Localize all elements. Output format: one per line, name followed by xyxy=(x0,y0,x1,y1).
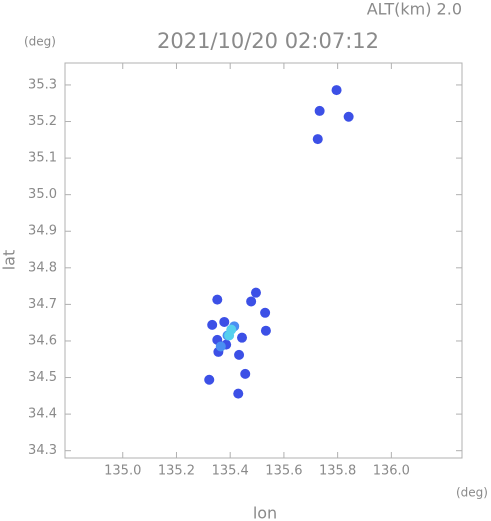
echo-cell xyxy=(246,296,257,307)
y-unit: (deg) xyxy=(24,35,56,49)
y-tick-label: 35.1 xyxy=(28,151,57,166)
x-tick-label: 136.0 xyxy=(373,464,410,479)
echo-cell xyxy=(204,374,215,385)
echo-cell xyxy=(331,85,342,96)
echo-cell xyxy=(314,105,325,116)
x-tick-label: 135.0 xyxy=(104,464,141,479)
y-tick-label: 34.7 xyxy=(28,297,57,312)
y-tick-label: 35.2 xyxy=(28,114,57,129)
y-tick-label: 34.8 xyxy=(28,260,57,275)
echo-cell xyxy=(260,325,271,336)
y-tick-label: 34.6 xyxy=(28,333,57,348)
x-unit: (deg) xyxy=(456,486,488,500)
echo-cell xyxy=(215,341,226,352)
plot-frame xyxy=(64,62,463,459)
y-tick-label: 34.9 xyxy=(28,224,57,239)
echo-cell xyxy=(233,388,244,399)
x-axis-label: lon xyxy=(253,504,277,521)
echo-cell xyxy=(234,349,245,360)
altitude-label: ALT(km) 2.0 xyxy=(367,0,462,19)
x-tick-label: 135.8 xyxy=(319,464,356,479)
echo-cell xyxy=(260,307,271,318)
y-tick-label: 34.4 xyxy=(28,407,57,422)
y-tick-label: 34.3 xyxy=(28,443,57,458)
x-tick-label: 135.4 xyxy=(212,464,249,479)
y-tick-label: 35.3 xyxy=(28,77,57,92)
x-tick-label: 135.2 xyxy=(158,464,195,479)
x-tick-label: 135.6 xyxy=(265,464,302,479)
echo-cell xyxy=(312,134,323,145)
echo-cell xyxy=(343,111,354,122)
echo-cell xyxy=(212,294,223,305)
echo-cell xyxy=(224,330,235,341)
chart-title: 2021/10/20 02:07:12 xyxy=(157,29,379,53)
echo-cell xyxy=(237,332,248,343)
echo-cell xyxy=(219,316,230,327)
y-tick-label: 35.0 xyxy=(28,187,57,202)
echo-cell xyxy=(207,319,218,330)
echo-cell xyxy=(250,287,261,298)
echo-cell xyxy=(240,368,251,379)
y-axis-label: lat xyxy=(0,250,19,271)
y-tick-label: 34.5 xyxy=(28,370,57,385)
